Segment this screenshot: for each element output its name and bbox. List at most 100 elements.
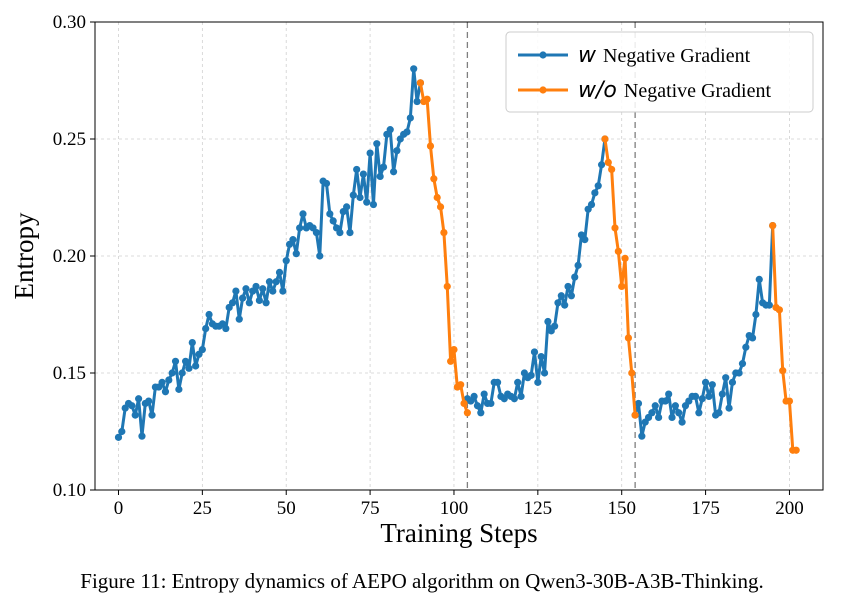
data-point xyxy=(779,367,787,375)
data-point xyxy=(198,346,206,354)
data-point xyxy=(114,433,123,441)
data-point xyxy=(628,369,636,377)
data-point xyxy=(366,149,374,157)
data-point xyxy=(554,299,562,307)
data-point xyxy=(752,310,760,319)
x-tick-label: 25 xyxy=(193,498,212,519)
x-tick-label: 50 xyxy=(277,498,296,519)
data-point xyxy=(279,287,287,295)
data-point xyxy=(343,203,351,211)
data-point xyxy=(145,397,153,405)
data-point xyxy=(410,65,418,73)
data-point xyxy=(567,292,575,300)
data-point xyxy=(715,409,723,417)
data-point xyxy=(695,409,703,417)
y-tick-label: 0.30 xyxy=(53,12,86,33)
data-point xyxy=(430,175,438,183)
data-point xyxy=(661,397,669,405)
legend-marker xyxy=(539,51,547,59)
data-point xyxy=(634,399,643,408)
data-point xyxy=(440,229,448,237)
data-point xyxy=(587,200,596,209)
data-point xyxy=(718,390,726,398)
data-point xyxy=(510,395,518,403)
x-tick-label: 0 xyxy=(114,498,124,519)
data-point xyxy=(265,278,274,286)
data-point xyxy=(135,395,143,403)
data-point xyxy=(651,402,659,410)
legend-label: w/o Negative Gradient xyxy=(578,78,771,103)
tick-layer: 0 25 50 75 100 125 150 175 200 0.10 0.15 0.20 0.25 0.… xyxy=(53,12,804,519)
data-point xyxy=(423,95,431,103)
data-point xyxy=(296,224,304,232)
data-point xyxy=(175,385,183,393)
data-point xyxy=(426,142,435,150)
data-point xyxy=(168,369,176,377)
series-line xyxy=(771,224,798,452)
legend-marker xyxy=(539,86,547,94)
data-point xyxy=(701,378,710,386)
data-point xyxy=(755,275,763,283)
data-point xyxy=(540,369,549,377)
data-point xyxy=(202,324,210,333)
data-point xyxy=(614,247,622,255)
data-point xyxy=(269,287,277,295)
series-line xyxy=(418,81,469,415)
data-point xyxy=(379,163,388,171)
data-point xyxy=(691,392,700,400)
x-tick-label: 100 xyxy=(440,498,469,519)
data-point xyxy=(594,182,602,190)
data-point xyxy=(668,413,676,422)
data-point xyxy=(356,193,364,202)
data-point xyxy=(386,126,394,134)
data-point xyxy=(457,381,465,389)
y-tick-label: 0.15 xyxy=(53,363,86,384)
data-point xyxy=(675,409,683,417)
data-point xyxy=(597,161,606,169)
legend-items: w Negative Gradient w/o Negative Gradient xyxy=(518,43,771,103)
data-point xyxy=(349,191,357,199)
y-axis-title: Entropy xyxy=(9,212,39,299)
data-point xyxy=(581,236,589,244)
data-point xyxy=(312,229,321,237)
data-point xyxy=(165,376,173,384)
series-line xyxy=(465,137,607,415)
data-point xyxy=(416,79,425,87)
data-point xyxy=(769,221,777,230)
data-point xyxy=(158,378,166,386)
x-axis-title: Training Steps xyxy=(380,518,537,548)
data-point xyxy=(463,409,471,417)
data-point xyxy=(222,324,230,333)
data-point xyxy=(527,371,535,379)
legend: w Negative Gradient w/o Negative Gradient xyxy=(505,31,814,113)
data-point xyxy=(239,294,247,302)
data-point xyxy=(192,362,200,370)
x-tick-label: 200 xyxy=(775,498,804,519)
data-point xyxy=(178,369,186,377)
data-point xyxy=(252,282,260,291)
data-point xyxy=(473,402,482,410)
data-point xyxy=(450,346,458,354)
series-with-negative-gradient xyxy=(114,65,777,441)
figure-caption: Figure 11: Entropy dynamics of AEPO algo… xyxy=(80,569,763,593)
data-point xyxy=(275,268,284,276)
data-point xyxy=(447,357,455,365)
data-point xyxy=(708,381,716,389)
data-point xyxy=(748,334,757,342)
data-point xyxy=(591,189,599,197)
data-point xyxy=(289,236,297,244)
data-point xyxy=(403,128,411,136)
data-point xyxy=(551,322,559,330)
data-point xyxy=(557,292,565,300)
data-point xyxy=(621,254,629,262)
data-point xyxy=(436,203,445,211)
data-point xyxy=(631,411,639,419)
data-point xyxy=(470,392,478,400)
data-point xyxy=(571,273,579,281)
data-point xyxy=(228,299,237,307)
data-point xyxy=(493,378,502,386)
data-point xyxy=(369,200,378,209)
x-tick-label: 150 xyxy=(607,498,636,519)
